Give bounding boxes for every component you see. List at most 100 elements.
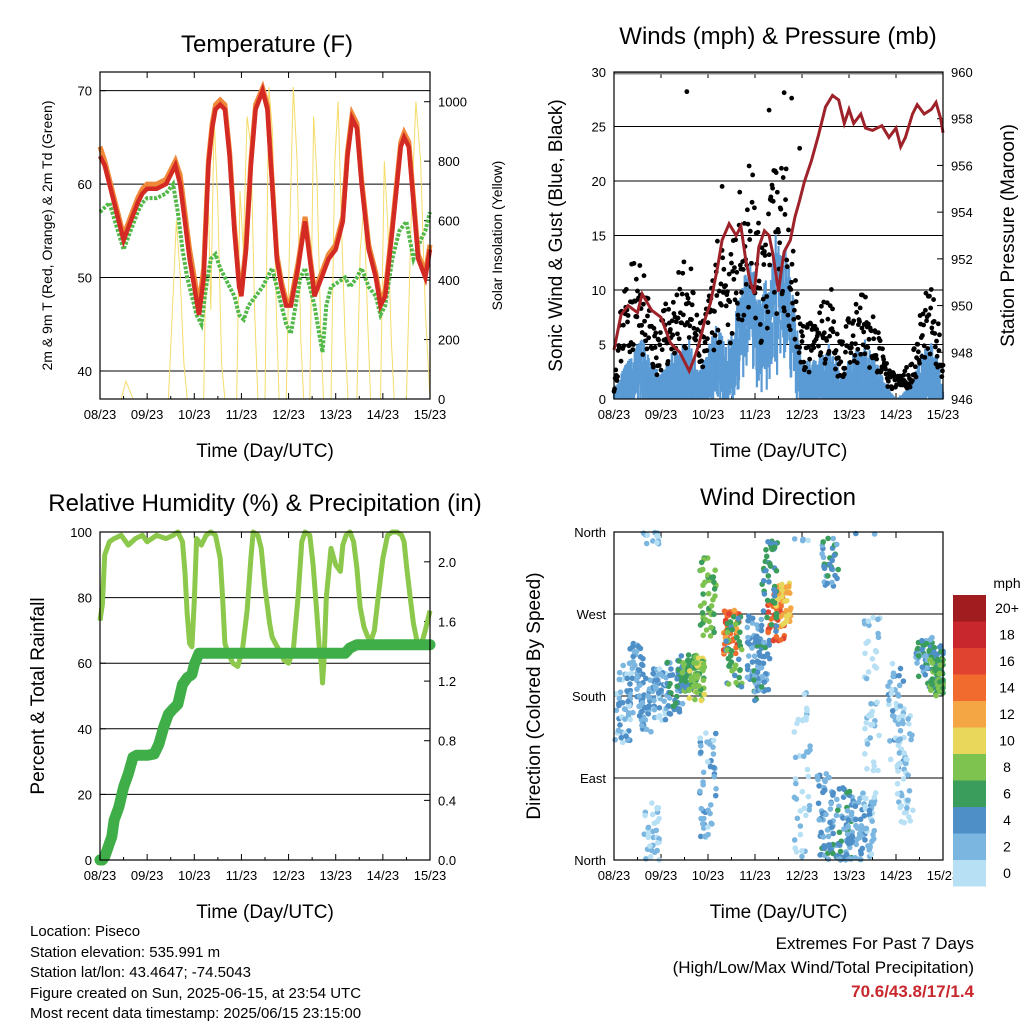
direction-point [726,611,732,617]
direction-point [929,676,936,682]
x-tick-label: 11/23 [739,868,771,883]
gust-point [779,165,784,171]
y-tick-label: 40 [78,364,92,379]
direction-point [697,603,704,609]
direction-point [861,751,868,757]
direction-point [866,807,873,814]
gust-point [635,288,640,294]
direction-point [771,600,778,606]
direction-point [804,707,810,714]
direction-point [872,790,879,796]
direction-point [831,552,838,559]
direction-point [752,635,759,641]
direction-point [836,856,843,862]
gust-point [764,294,770,299]
direction-point [886,697,892,703]
gust-point [681,259,687,265]
direction-point [734,634,740,641]
gust-point [825,316,831,322]
direction-point [711,586,718,592]
colorbar-swatch [953,807,986,834]
direction-point [627,716,633,723]
direction-point [888,686,895,693]
gust-point [926,312,932,318]
x-tick-label: 09/23 [131,407,164,422]
gust-point [712,308,717,314]
direction-point [634,674,640,680]
gust-point [633,276,639,282]
direction-point [616,676,623,683]
gust-point [833,348,839,353]
direction-point [667,680,673,687]
direction-point [860,790,866,796]
y2-tick-label: 954 [951,205,973,220]
direction-point [924,665,930,671]
y2-axis-label: Solar Insolation (Yellow) [489,161,505,311]
gust-point [816,343,821,349]
direction-point [853,822,859,829]
y-tick-label: 20 [78,787,92,802]
direction-point [710,737,717,744]
direction-point [705,590,712,597]
direction-point [612,736,618,743]
gust-point [687,323,693,329]
direction-point [707,810,713,817]
gust-point [729,260,734,266]
direction-point [814,773,821,780]
x-tick-label: 12/23 [272,868,305,883]
direction-point [799,853,805,860]
direction-point [906,814,912,820]
gust-point [851,318,857,324]
direction-point [869,656,876,662]
y2-tick-label: 0 [438,392,445,407]
gust-point [777,240,783,246]
gust-point [675,315,681,321]
gust-point [784,257,790,263]
direction-point [725,681,732,687]
gust-point [640,301,646,307]
colorbar-label: 8 [1003,759,1011,775]
direction-point [772,588,778,595]
direction-point [781,620,788,626]
direction-point [766,655,773,662]
gust-point [838,359,844,365]
direction-point [871,827,878,834]
direction-point [863,640,869,646]
direction-point [699,566,706,573]
gust-point [744,207,750,213]
direction-point [895,768,901,774]
gust-point [834,331,840,337]
direction-point [797,808,804,814]
direction-point [645,824,652,831]
direction-point [653,685,659,692]
gust-point [874,356,880,362]
gust-point [803,365,808,371]
direction-point [931,644,938,651]
gust-point [814,326,820,332]
direction-point [711,773,717,780]
gust-point [721,266,727,272]
gust-point [719,302,724,308]
gust-point [614,378,620,383]
direction-point [906,721,912,727]
gust-point [858,351,864,357]
gust-point [749,260,754,266]
direction-point [828,800,835,807]
direction-point [730,613,737,620]
direction-point [643,540,650,547]
gust-point [739,289,744,295]
gust-point [868,328,874,334]
colorbar-swatch [953,727,986,754]
gust-point [927,293,932,299]
gust-point [676,270,682,275]
colorbar-swatch [953,648,986,675]
gust-point [720,255,726,261]
direction-point [875,616,881,623]
direction-point [650,828,656,835]
direction-point [852,803,859,810]
direction-point [832,572,838,579]
gust-point [801,359,807,365]
colorbar-swatch [953,621,986,648]
direction-point [869,721,876,728]
humidity-precip-panel: Relative Humidity (%) & Precipitation (i… [28,490,482,923]
